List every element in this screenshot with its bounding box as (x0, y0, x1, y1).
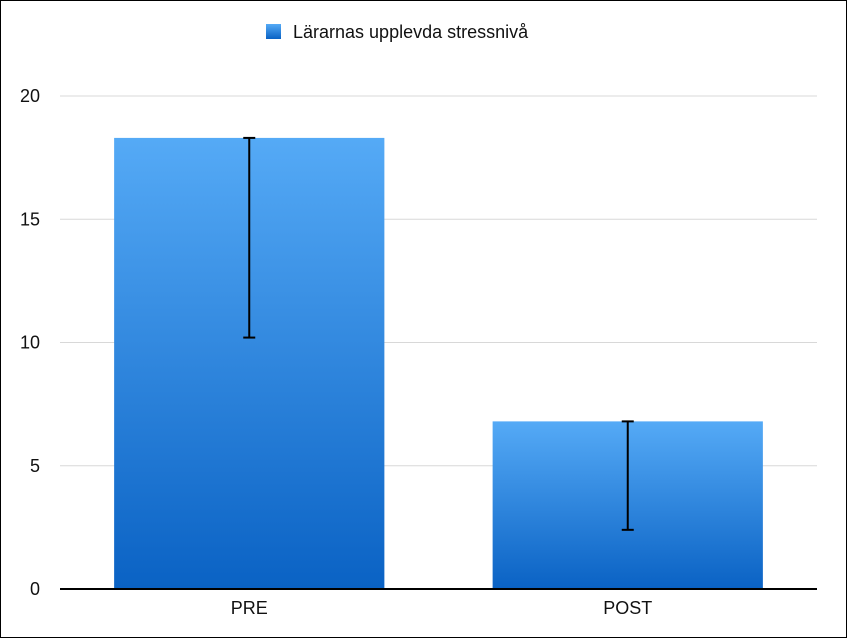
y-tick-label: 20 (20, 86, 40, 106)
legend-swatch (266, 24, 281, 39)
legend: Lärarnas upplevda stressnivå (266, 22, 529, 42)
bars (114, 137, 763, 589)
y-tick-label: 15 (20, 209, 40, 229)
y-tick-label: 0 (30, 579, 40, 599)
legend-label: Lärarnas upplevda stressnivå (293, 22, 529, 42)
x-tick-label: POST (603, 598, 652, 618)
x-axis-ticks: PRE POST (231, 598, 653, 618)
y-tick-label: 5 (30, 456, 40, 476)
x-tick-label: PRE (231, 598, 268, 618)
y-axis-ticks: 0 5 10 15 20 (20, 86, 40, 599)
error-bars (243, 136, 634, 531)
y-tick-label: 10 (20, 333, 40, 353)
